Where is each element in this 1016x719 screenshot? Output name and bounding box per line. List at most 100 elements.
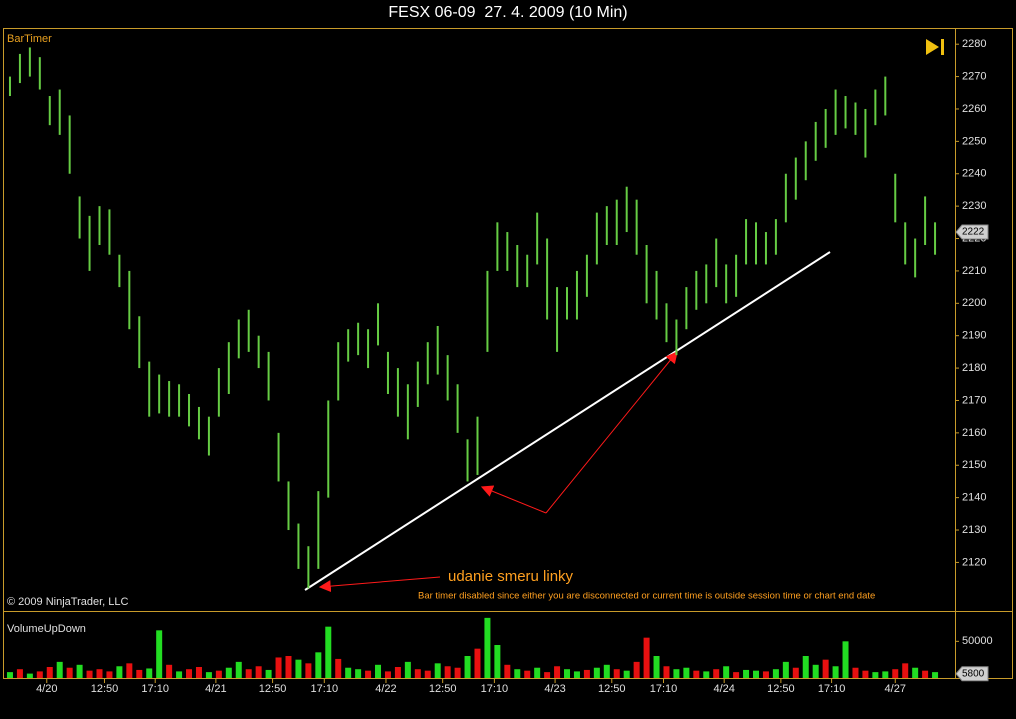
volume-bar	[146, 668, 153, 678]
volume-bar	[166, 664, 173, 678]
volume-bar	[106, 671, 113, 678]
x-tick-label: 12:50	[429, 683, 457, 695]
volume-bar	[663, 666, 670, 678]
x-tick-label: 17:10	[650, 683, 678, 695]
trend-line	[304, 251, 831, 591]
volume-bar	[96, 669, 103, 678]
volume-bar	[852, 667, 859, 678]
y-tick-label: 2120	[962, 556, 986, 568]
volume-bar	[156, 630, 163, 678]
volume-bar	[424, 670, 431, 678]
volume-bar	[643, 637, 650, 678]
volume-bar	[693, 670, 700, 678]
x-tick-label: 17:10	[481, 683, 509, 695]
volume-bar	[195, 667, 202, 678]
indicator-label: BarTimer	[7, 33, 52, 45]
volume-bar	[355, 669, 362, 678]
volume-bar	[46, 667, 53, 678]
volume-bar	[534, 667, 541, 678]
volume-bar	[444, 666, 451, 678]
y-tick-label: 2240	[962, 168, 986, 180]
volume-bar	[484, 617, 491, 678]
volume-bar	[802, 656, 809, 678]
y-tick-label: 2260	[962, 103, 986, 115]
x-tick-label: 12:50	[767, 683, 795, 695]
x-tick-label: 12:50	[259, 683, 287, 695]
volume-bar	[76, 664, 83, 678]
volume-bar	[235, 661, 242, 678]
volume-bar	[494, 645, 501, 678]
y-tick-label: 2280	[962, 38, 986, 50]
volume-bar	[613, 669, 620, 678]
volume-bar	[116, 666, 123, 678]
volume-bar	[16, 669, 23, 678]
volume-bar	[225, 667, 232, 678]
volume-bar	[703, 671, 710, 678]
x-tick-label: 4/23	[544, 683, 565, 695]
volume-bar	[882, 671, 889, 678]
volume-bar	[762, 671, 769, 678]
last-price-label: 2222	[962, 227, 985, 238]
volume-bar	[842, 641, 849, 678]
x-tick-label: 4/27	[885, 683, 906, 695]
volume-bar	[892, 669, 899, 678]
x-tick-label: 4/20	[36, 683, 57, 695]
y-tick-label: 2210	[962, 265, 986, 277]
y-tick-label: 2170	[962, 394, 986, 406]
volume-bar	[365, 670, 372, 678]
volume-bar	[414, 669, 421, 678]
bar-timer-icon	[926, 39, 944, 55]
volume-panel-label: VolumeUpDown	[7, 623, 86, 635]
volume-bar	[186, 669, 193, 678]
panel-frame	[3, 28, 1013, 679]
y-tick-label: 2160	[962, 427, 986, 439]
volume-bar	[285, 656, 292, 678]
volume-bar	[315, 652, 322, 678]
volume-bar	[544, 672, 551, 678]
volume-bar	[66, 667, 73, 678]
y-tick-label: 50000	[962, 635, 993, 647]
volume-bar	[633, 661, 640, 678]
volume-bar	[753, 670, 760, 678]
x-tick-label: 17:10	[818, 683, 846, 695]
x-tick-label: 4/22	[375, 683, 396, 695]
volume-bar	[6, 672, 13, 678]
volume-bar	[335, 658, 342, 678]
volume-bar	[384, 671, 391, 678]
volume-bar	[524, 670, 531, 678]
x-tick-label: 4/21	[205, 683, 226, 695]
volume-bar	[136, 669, 143, 678]
volume-bar	[603, 664, 610, 678]
volume-bar	[394, 667, 401, 678]
y-tick-label: 2180	[962, 362, 986, 374]
volume-bar	[464, 656, 471, 678]
x-tick-label: 12:50	[598, 683, 626, 695]
y-tick-label: 2150	[962, 459, 986, 471]
x-tick-label: 17:10	[141, 683, 169, 695]
volume-bar	[872, 672, 879, 678]
volume-bar	[205, 672, 212, 678]
volume-bar	[713, 669, 720, 678]
volume-bar	[265, 669, 272, 678]
volume-bar	[26, 673, 33, 678]
volume-bar	[504, 664, 511, 678]
volume-bar	[434, 663, 441, 678]
volume-bar	[514, 669, 521, 678]
last-price-marker	[955, 224, 989, 240]
volume-bar	[832, 666, 839, 678]
volume-bar	[593, 667, 600, 678]
volume-bar	[126, 663, 133, 678]
volume-bar	[36, 671, 43, 678]
annotation-arrow	[480, 485, 547, 514]
volume-bar	[922, 670, 929, 678]
y-tick-label: 2270	[962, 70, 986, 82]
y-tick-label: 2190	[962, 330, 986, 342]
volume-bar	[902, 663, 909, 678]
annotation-arrow	[318, 576, 441, 593]
volume-bar	[822, 659, 829, 678]
volume-bar	[583, 669, 590, 678]
chart-title: FESX 06-09 27. 4. 2009 (10 Min)	[388, 4, 627, 21]
x-tick-label: 17:10	[311, 683, 339, 695]
volume-bar	[772, 669, 779, 678]
